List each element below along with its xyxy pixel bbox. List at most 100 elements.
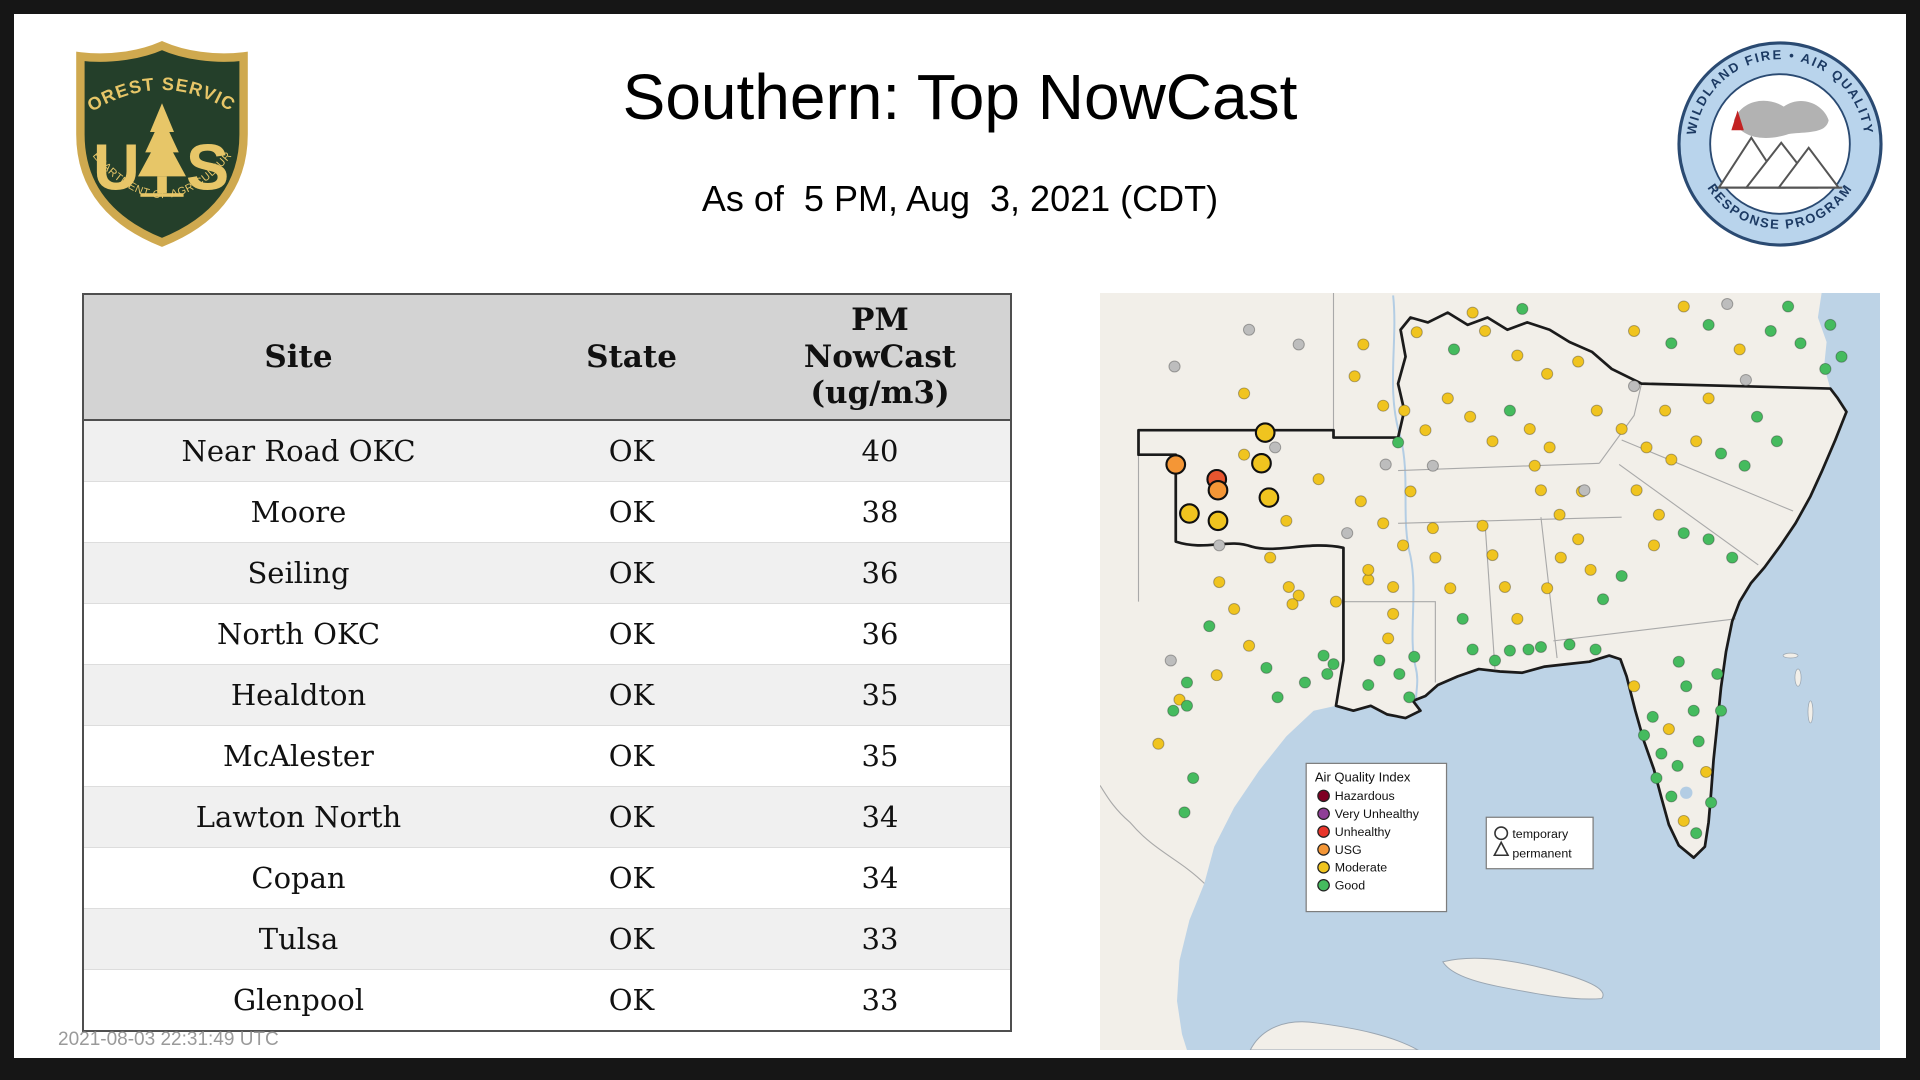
monitor-dot <box>1362 678 1375 691</box>
monitor-dot <box>1627 680 1641 693</box>
monitor-dot <box>1835 350 1848 363</box>
state-cell: OK <box>608 556 655 590</box>
nowcast-table-container: Site State PM NowCast (ug/m3) Near Road … <box>82 293 1012 1032</box>
state-cell: OK <box>608 678 655 712</box>
top-site-marker <box>1207 479 1229 501</box>
col-header-state: State <box>513 294 750 421</box>
monitor-dot <box>1572 355 1585 368</box>
monitor-dot <box>1738 459 1751 472</box>
region-boundary <box>1137 311 1848 860</box>
monitor-dot <box>1498 580 1511 593</box>
monitor-dot <box>1572 533 1585 546</box>
monitor-dot <box>1447 343 1461 356</box>
monitor-dot <box>1393 667 1406 680</box>
monitor-dot <box>1341 527 1354 540</box>
monitor-dot <box>1237 387 1251 400</box>
table-row: Healdton OK 35 <box>83 664 1011 726</box>
top-site-marker <box>1179 503 1200 524</box>
monitor-dot <box>1404 485 1417 498</box>
wfaqrp-logo: WILDLAND FIRE • AIR QUALITY RESPONSE PRO… <box>1677 41 1883 247</box>
monitor-dot <box>1329 595 1343 608</box>
smoke-plume-icon <box>1733 100 1829 138</box>
temporary-monitor-icon <box>1494 826 1509 841</box>
site-cell: Seiling <box>247 556 350 590</box>
value-cell: 40 <box>861 434 899 468</box>
monitor-dot <box>1596 593 1610 606</box>
monitor-dot <box>1750 410 1764 423</box>
monitor-dot <box>1541 582 1554 595</box>
monitor-dot <box>1298 676 1312 689</box>
monitor-dot <box>1692 735 1705 748</box>
monitor-dot <box>1590 404 1603 417</box>
monitor-dot <box>1476 519 1489 532</box>
monitor-dot <box>1377 517 1390 530</box>
aqi-map: Air Quality Index Hazardous Very Unhealthy… <box>1100 293 1880 1050</box>
monitor-dot <box>1794 337 1807 350</box>
monitor-dot <box>1228 603 1241 616</box>
aqi-legend: Air Quality Index Hazardous Very Unhealthy… <box>1305 762 1448 913</box>
monitor-dot <box>1387 580 1400 593</box>
site-cell: North OKC <box>216 617 381 651</box>
monitor-dot <box>1534 640 1548 654</box>
monitor-dot <box>1534 484 1548 497</box>
monitor-dot <box>1403 691 1416 704</box>
top-site-marker <box>1251 453 1272 474</box>
monitor-dot <box>1677 814 1690 827</box>
aqi-swatch-icon <box>1317 789 1330 803</box>
monitor-dot <box>1357 338 1370 351</box>
value-cell: 38 <box>861 495 899 529</box>
monitor-dot <box>1173 693 1186 706</box>
aqi-map-svg: Air Quality Index Hazardous Very Unhealthy… <box>1100 293 1880 1050</box>
monitor-dot <box>1690 435 1703 448</box>
table-row: Tulsa OK 33 <box>83 908 1011 970</box>
aqi-legend-label: Good <box>1335 879 1366 893</box>
site-cell: Lawton North <box>195 800 402 834</box>
site-cell: Near Road OKC <box>181 434 416 468</box>
table-header-row: Site State PM NowCast (ug/m3) <box>83 294 1011 421</box>
monitor-dot <box>1379 458 1392 471</box>
map-cuba <box>1442 957 1604 1000</box>
monitor-dot <box>1260 661 1273 674</box>
monitor-dot <box>1541 367 1554 380</box>
aqi-swatch-icon <box>1317 825 1330 838</box>
site-cell: Tulsa <box>258 922 339 956</box>
aqi-legend-label: USG <box>1335 843 1362 857</box>
state-cell: OK <box>608 983 655 1017</box>
monitor-dot <box>1721 298 1734 311</box>
mississippi-river <box>1391 295 1419 706</box>
monitor-dot <box>1662 723 1675 736</box>
map-yucatan <box>1249 1021 1419 1050</box>
state-cell: OK <box>608 922 655 956</box>
monitor-dot <box>1396 539 1410 552</box>
monitor-dot <box>1382 632 1395 645</box>
top-site-marker <box>1165 454 1187 475</box>
monitor-dot <box>1486 435 1499 448</box>
value-cell: 35 <box>861 678 899 712</box>
monitor-dot <box>1700 765 1713 778</box>
generated-timestamp: 2021-08-03 22:31:49 UTC <box>58 1029 279 1050</box>
table-row: Moore OK 38 <box>83 481 1011 543</box>
monitor-dot <box>1354 495 1367 508</box>
monitor-dot <box>1665 337 1678 350</box>
monitor-dot <box>1511 612 1524 625</box>
monitor-dot <box>1317 649 1330 662</box>
state-cell: OK <box>608 495 655 529</box>
top-site-markers-layer <box>1165 422 1280 532</box>
monitor-dot <box>1164 654 1177 667</box>
monitor-dot <box>1824 318 1837 331</box>
monitor-dot <box>1646 710 1659 723</box>
monitor-dot <box>1714 447 1728 460</box>
monitor-dot <box>1292 338 1305 351</box>
monitor-dot <box>1711 667 1724 680</box>
aqi-swatch-icon <box>1317 879 1330 892</box>
monitor-dot <box>1615 422 1628 435</box>
monitor-dot <box>1269 441 1282 454</box>
monitor-dot <box>1528 459 1541 472</box>
state-cell: OK <box>608 434 655 468</box>
monitor-dot <box>1584 563 1597 576</box>
monitor-dot <box>1152 737 1165 750</box>
mountains-icon <box>1715 135 1843 189</box>
monitor-dot <box>1187 772 1200 785</box>
state-cell: OK <box>608 861 655 895</box>
